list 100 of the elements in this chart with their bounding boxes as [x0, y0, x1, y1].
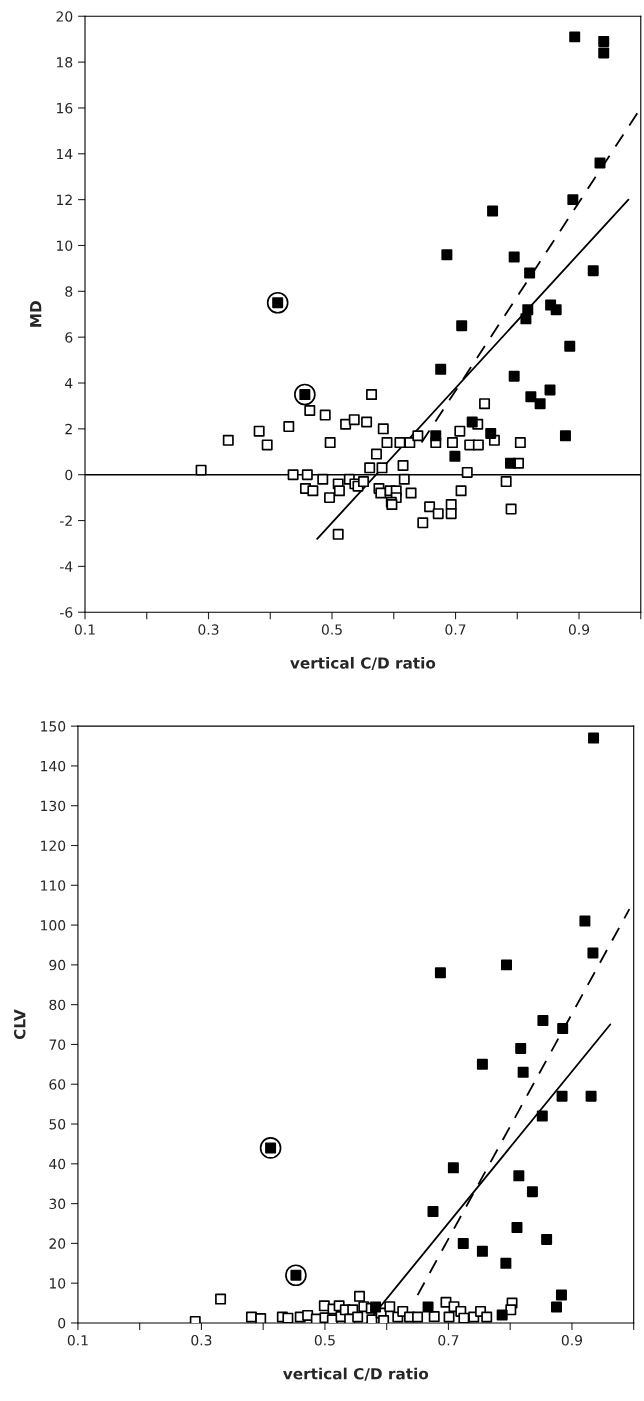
- y-tick-label: 12: [57, 194, 72, 205]
- point: [567, 194, 579, 206]
- y-axis-title: CLV: [13, 1009, 26, 1040]
- y-tick-label: 90: [49, 959, 66, 971]
- point: [536, 1110, 548, 1122]
- y-tick-label: 8: [65, 286, 73, 297]
- point: [587, 947, 599, 959]
- x-tick-label: 0.5: [314, 1335, 335, 1346]
- point: [585, 1090, 597, 1102]
- x-tick-label: 0.7: [438, 1335, 459, 1346]
- point: [520, 313, 532, 325]
- point: [412, 1311, 424, 1323]
- point: [551, 1301, 562, 1313]
- y-tick-label: 18: [57, 57, 73, 68]
- x-tick-label: 0.5: [321, 624, 342, 635]
- point: [504, 457, 516, 469]
- y-tick-label: 30: [49, 1198, 66, 1210]
- y-tick-label: 14: [57, 148, 73, 160]
- y-tick-label: 40: [49, 1158, 66, 1170]
- point: [569, 31, 581, 43]
- y-tick-label: 70: [49, 1039, 66, 1050]
- y-tick-label: 10: [57, 240, 73, 251]
- point: [366, 1314, 378, 1323]
- point: [215, 1293, 227, 1305]
- y-tick-label: 110: [41, 880, 66, 891]
- y-tick-label: 80: [49, 999, 66, 1011]
- point: [294, 383, 316, 406]
- point: [456, 320, 468, 332]
- point: [526, 1186, 538, 1198]
- point: [466, 416, 478, 428]
- y-tick-label: 60: [49, 1079, 66, 1090]
- point: [282, 1312, 294, 1323]
- point: [534, 398, 546, 410]
- x-tick-label: 0.1: [67, 1335, 88, 1346]
- point: [525, 391, 537, 403]
- point: [435, 363, 447, 375]
- y-tick-label: 20: [56, 11, 73, 22]
- point: [487, 205, 499, 217]
- point: [443, 1311, 455, 1323]
- point: [370, 1301, 382, 1313]
- y-tick-label: 10: [49, 1278, 66, 1289]
- x-axis-title: vertical C/D ratio: [283, 1367, 429, 1381]
- y-tick-label: 0: [65, 469, 73, 481]
- point: [447, 1162, 459, 1174]
- x-tick-label: 0.9: [568, 624, 590, 635]
- y-tick-label: -2: [60, 515, 72, 526]
- y-tick-label: 20: [49, 1238, 66, 1249]
- point: [476, 1245, 488, 1257]
- point: [496, 1309, 508, 1321]
- point: [524, 267, 536, 279]
- point: [579, 915, 591, 927]
- y-tick-label: 4: [65, 378, 73, 389]
- point: [430, 430, 442, 442]
- x-axis-title: vertical C/D ratio: [290, 656, 436, 670]
- point: [302, 1309, 314, 1321]
- point: [537, 1015, 549, 1027]
- y-tick-label: 150: [41, 721, 66, 732]
- y-tick-label: 16: [57, 102, 73, 114]
- point: [555, 1289, 567, 1301]
- point: [428, 1311, 440, 1323]
- point: [513, 1170, 525, 1182]
- point: [588, 732, 600, 744]
- point: [594, 157, 606, 169]
- point: [458, 1312, 470, 1323]
- y-tick-label: 2: [65, 423, 72, 435]
- point: [541, 1233, 553, 1245]
- point: [587, 265, 599, 277]
- y-tick-label: 140: [41, 760, 66, 772]
- point: [544, 384, 556, 396]
- point: [481, 1311, 493, 1323]
- point: [457, 1237, 469, 1249]
- y-tick-label: 100: [41, 920, 66, 931]
- x-tick-label: 0.3: [191, 1335, 212, 1346]
- x-tick-label: 0.3: [198, 624, 219, 635]
- point: [384, 1301, 396, 1313]
- point: [441, 249, 453, 261]
- point: [434, 967, 446, 979]
- y-tick-label: 120: [41, 840, 66, 851]
- point: [485, 427, 497, 439]
- x-tick-label: 0.9: [561, 1335, 583, 1346]
- point: [564, 340, 576, 352]
- point: [550, 304, 562, 316]
- point: [557, 1023, 569, 1035]
- point: [508, 251, 520, 263]
- x-tick-label: 0.1: [74, 624, 95, 635]
- point: [500, 1257, 512, 1269]
- point: [285, 1264, 307, 1287]
- point: [255, 1313, 267, 1323]
- point: [598, 47, 610, 59]
- point: [511, 1221, 523, 1233]
- y-tick-label: -6: [60, 607, 73, 618]
- point: [449, 450, 461, 462]
- y-tick-label: 0: [58, 1317, 66, 1329]
- point: [422, 1301, 434, 1313]
- point: [559, 430, 571, 442]
- point: [427, 1206, 439, 1218]
- point: [517, 1066, 529, 1078]
- y-tick-label: 6: [65, 332, 73, 343]
- point: [476, 1058, 488, 1070]
- point: [354, 1290, 366, 1302]
